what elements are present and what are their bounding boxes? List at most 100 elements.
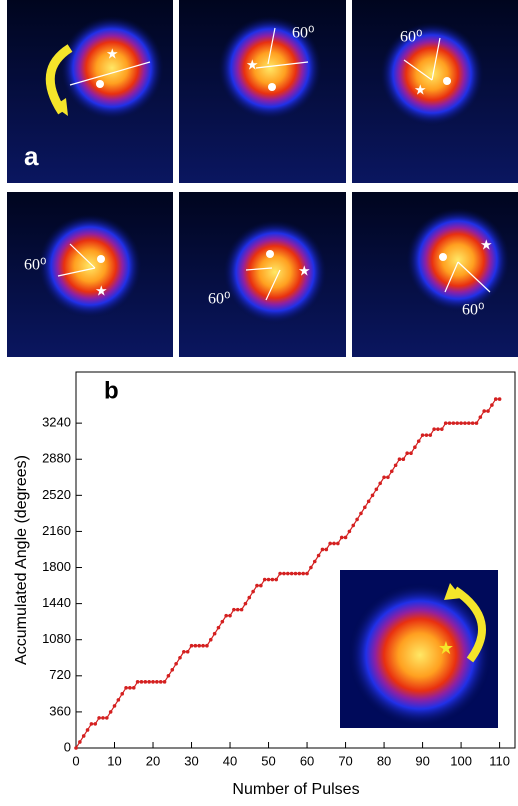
angle-label: 60⁰ (24, 257, 46, 274)
data-point (470, 421, 475, 425)
x-tick-label: 0 (72, 753, 79, 768)
data-point (120, 692, 125, 696)
data-point (420, 433, 425, 437)
data-point (413, 445, 417, 450)
data-point (474, 421, 479, 425)
data-point (147, 680, 151, 684)
data-point (363, 505, 367, 510)
data-point (243, 601, 248, 606)
data-point (447, 421, 452, 425)
data-point (235, 607, 240, 612)
data-point (259, 583, 263, 588)
data-point (81, 734, 86, 738)
data-point (482, 409, 486, 413)
data-point (328, 541, 332, 546)
data-point (305, 571, 309, 576)
data-point (366, 499, 371, 504)
data-point (274, 577, 279, 582)
data-point (255, 583, 259, 588)
y-tick-label: 2520 (42, 487, 71, 502)
data-point (224, 613, 228, 618)
data-point (324, 547, 329, 552)
data-point (424, 433, 429, 437)
data-point (201, 643, 205, 648)
data-point (378, 481, 383, 486)
data-point (158, 680, 163, 684)
panel-images: ★ ★ ★ ★ ★ ★ (7, 0, 518, 357)
y-axis-label: Accumulated Angle (degrees) (13, 455, 30, 665)
data-point (228, 613, 232, 618)
data-point (486, 409, 490, 413)
data-point (251, 589, 255, 594)
data-point (205, 643, 209, 648)
data-point (270, 577, 275, 582)
data-point (382, 475, 386, 480)
y-tick-label: 3240 (42, 415, 71, 430)
data-point (401, 457, 406, 462)
data-point (278, 571, 282, 576)
data-point (108, 710, 113, 714)
data-point (359, 511, 363, 516)
data-point (216, 625, 221, 630)
angle-label: 60⁰ (292, 25, 314, 42)
y-tick-label: 1080 (42, 631, 71, 646)
data-point (493, 397, 498, 401)
data-point (85, 728, 90, 732)
data-point (355, 517, 359, 522)
data-point (282, 571, 286, 576)
x-tick-label: 20 (146, 753, 160, 768)
inset-image: ★ (340, 570, 498, 728)
data-point (166, 674, 171, 678)
data-point (297, 571, 302, 576)
y-tick-label: 1440 (42, 595, 71, 610)
data-point (193, 643, 198, 648)
y-tick-label: 0 (64, 739, 71, 754)
data-point (105, 716, 109, 720)
data-point (162, 680, 167, 684)
data-point (409, 451, 413, 456)
data-point (347, 529, 352, 534)
data-point (455, 421, 460, 425)
data-point (440, 427, 444, 431)
data-point (443, 421, 448, 425)
data-point (393, 463, 398, 468)
svg-text:★: ★ (298, 263, 311, 279)
data-point (262, 577, 267, 582)
data-point (336, 541, 340, 546)
data-point (174, 661, 178, 666)
data-point (182, 649, 186, 654)
data-point (312, 559, 317, 564)
data-point (339, 535, 344, 540)
data-point (266, 577, 271, 582)
data-point (289, 571, 294, 576)
x-tick-label: 90 (415, 753, 429, 768)
data-point (343, 535, 348, 540)
data-point (220, 619, 225, 624)
data-point (139, 680, 144, 684)
data-point (151, 680, 155, 684)
data-point (351, 523, 356, 528)
y-tick-label: 1800 (42, 559, 71, 574)
data-point (208, 637, 213, 642)
data-point (101, 716, 105, 720)
data-point (116, 698, 121, 702)
data-point (320, 547, 325, 552)
data-point (78, 740, 82, 744)
data-point (416, 439, 421, 443)
data-point (247, 595, 252, 600)
data-point (466, 421, 471, 425)
data-point (374, 487, 379, 492)
data-point (293, 571, 298, 576)
data-point (428, 433, 433, 437)
x-tick-label: 80 (377, 753, 391, 768)
data-point (178, 655, 182, 660)
data-point (490, 403, 494, 407)
x-tick-label: 50 (261, 753, 275, 768)
data-point (128, 686, 132, 690)
data-point (185, 649, 190, 654)
plot-frame (75, 371, 516, 749)
data-point (124, 686, 128, 690)
angle-label: 60⁰ (462, 302, 484, 319)
